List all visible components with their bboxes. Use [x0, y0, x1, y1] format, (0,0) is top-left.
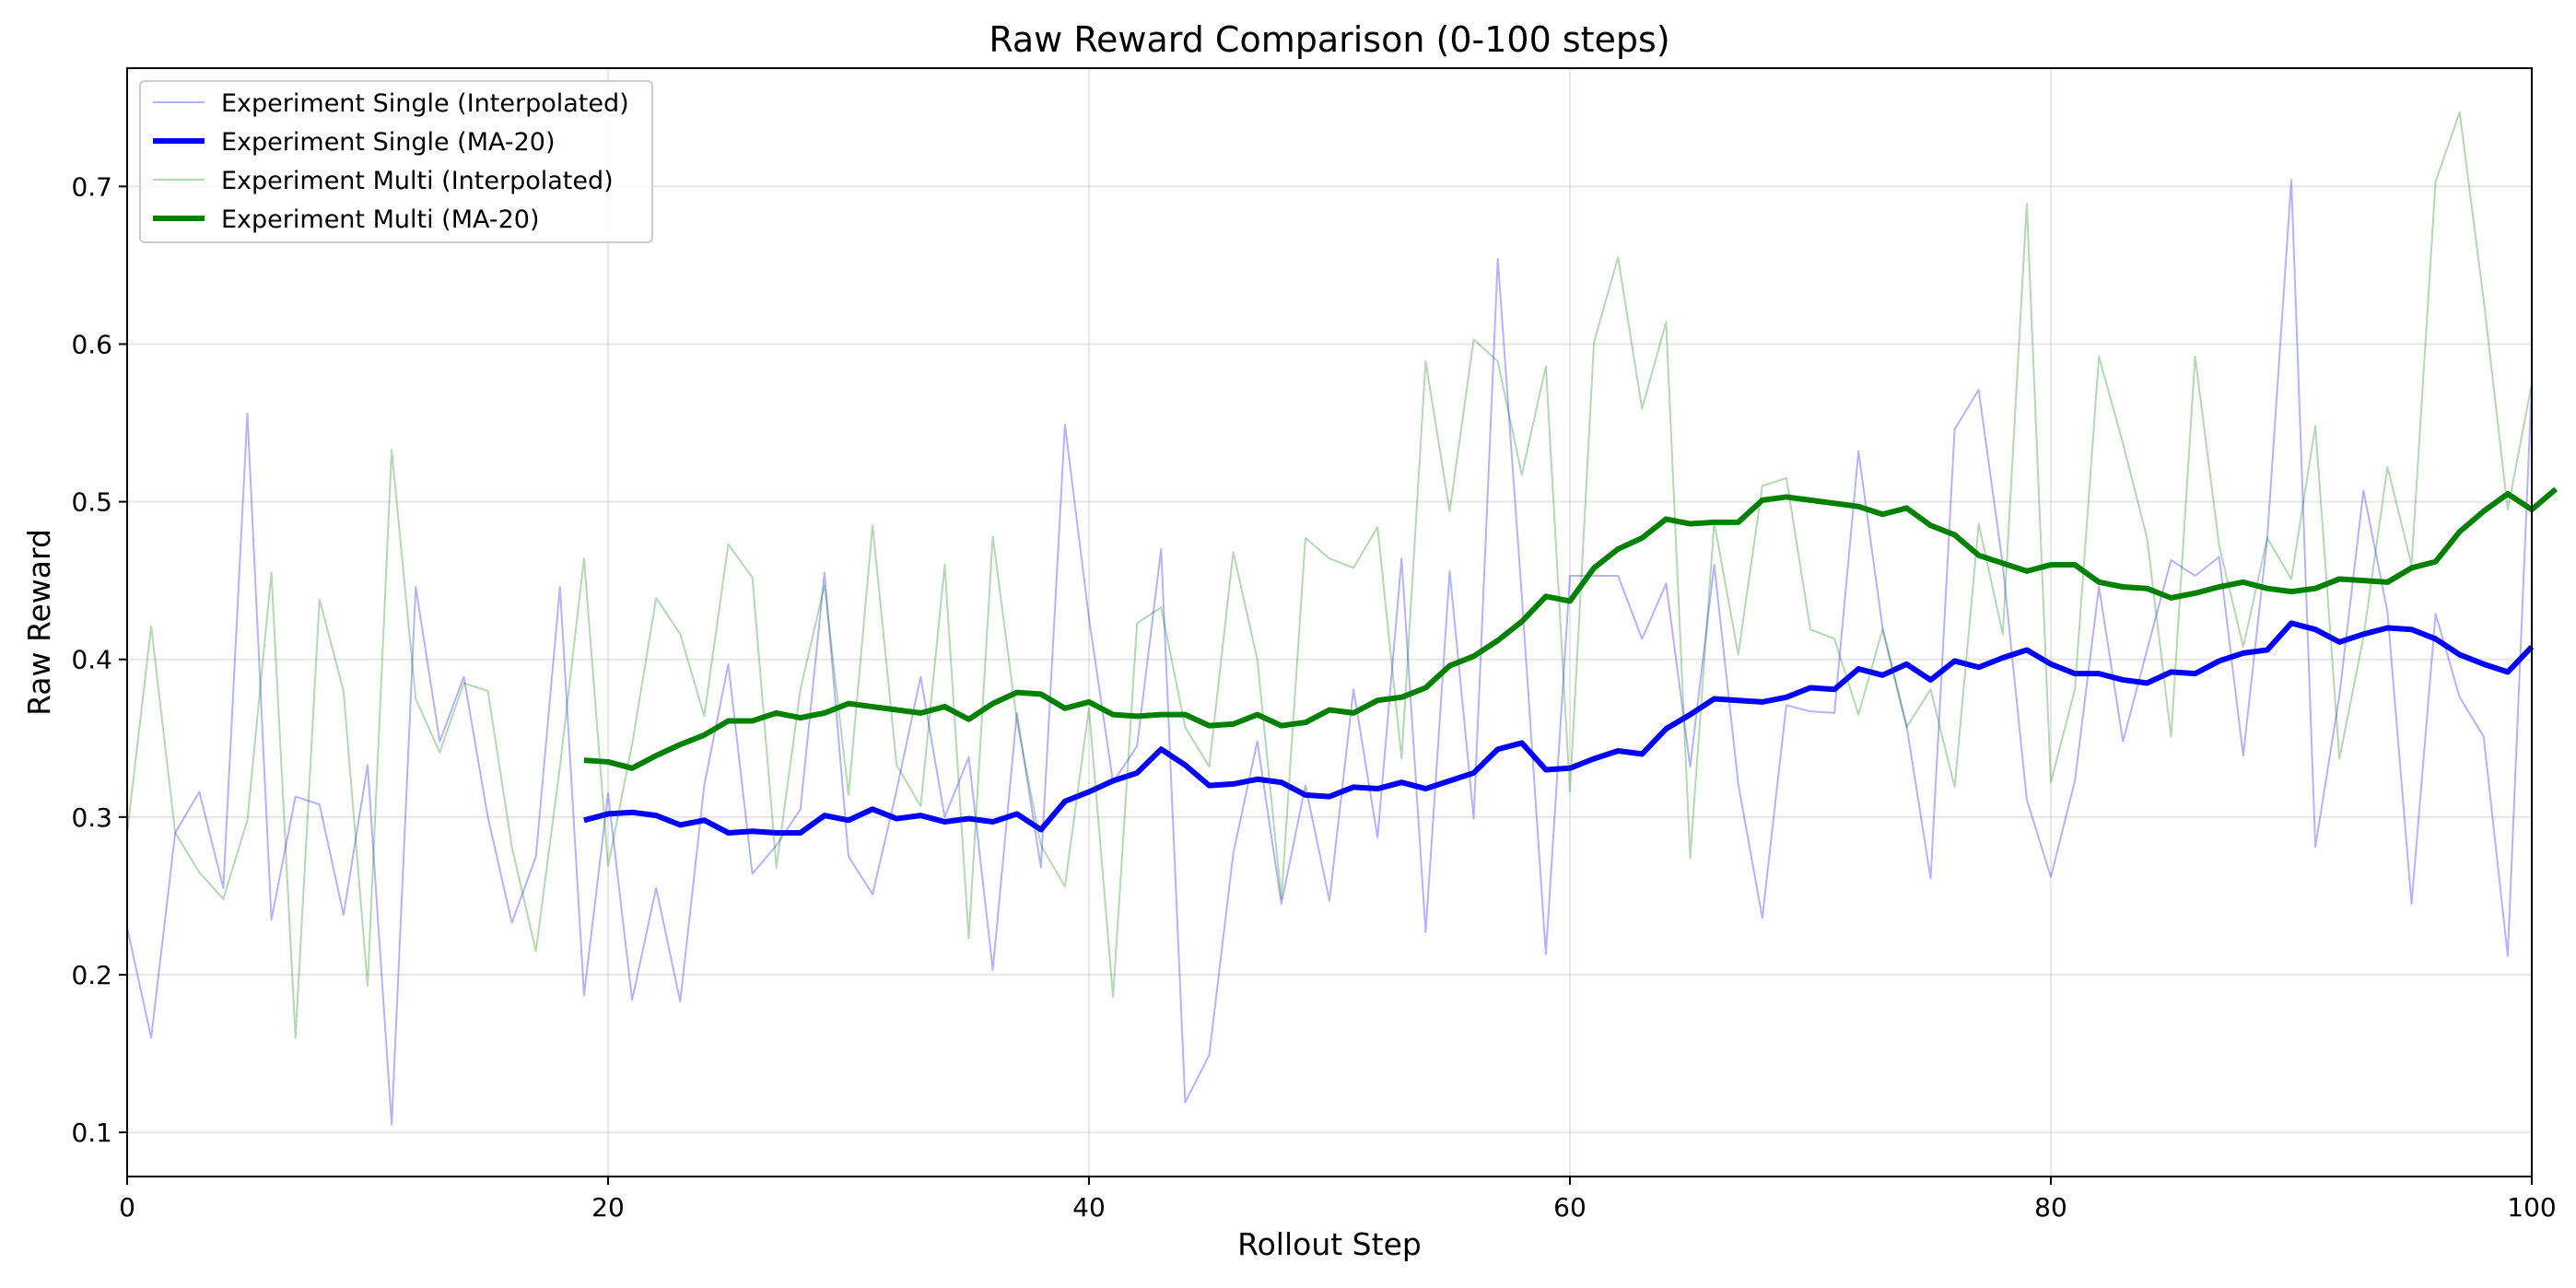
y-tick-label: 0.6 [71, 329, 112, 359]
legend-entry-single-interpolated: Experiment Single (Interpolated) [221, 89, 629, 118]
series-line-multi-ma-20 [583, 486, 2558, 771]
y-tick-label: 0.7 [71, 171, 112, 202]
grid-lines [126, 68, 2533, 1177]
x-tick-label: 100 [2507, 1192, 2556, 1223]
plot-background [127, 68, 2532, 1177]
x-tick-label: 40 [1072, 1192, 1106, 1223]
x-axis-label: Rollout Step [1237, 1226, 1422, 1262]
y-tick-label: 0.1 [71, 1118, 112, 1148]
y-tick-label: 0.2 [71, 960, 112, 990]
series-line-single-interpolated [126, 179, 2533, 1126]
legend-entry-single-ma: Experiment Single (MA-20) [221, 128, 556, 157]
axis-ticks: 0 20 40 60 80 100 0.1 0.2 0.3 0.4 0.5 0.6 0.7 [71, 171, 2556, 1223]
x-tick-label: 20 [591, 1192, 625, 1223]
y-tick-label: 0.5 [71, 487, 112, 518]
series-line-single-ma-20 [583, 620, 2535, 836]
x-tick-label: 80 [2034, 1192, 2067, 1223]
chart-title: Raw Reward Comparison (0-100 steps) [989, 19, 1669, 60]
legend-box [139, 80, 653, 243]
x-tick-label: 60 [1553, 1192, 1587, 1223]
plot-frame [126, 67, 2533, 1177]
series-layer [126, 111, 2558, 1126]
y-tick-label: 0.3 [71, 802, 112, 833]
y-tick-label: 0.4 [71, 645, 112, 675]
legend-entry-multi-ma: Experiment Multi (MA-20) [221, 205, 540, 234]
y-axis-label: Raw Reward [21, 529, 57, 716]
legend-entry-multi-interpolated: Experiment Multi (Interpolated) [221, 167, 614, 195]
legend: Experiment Single (Interpolated) Experim… [139, 80, 653, 243]
series-line-multi-interpolated [126, 111, 2533, 1039]
x-tick-label: 0 [119, 1192, 135, 1223]
